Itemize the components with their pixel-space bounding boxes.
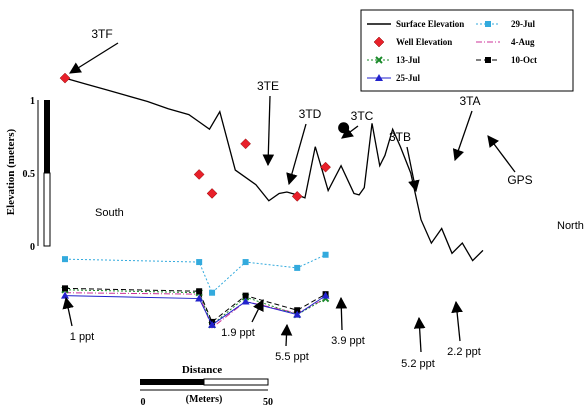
- legend-label-well: Well Elevation: [396, 37, 452, 47]
- salinity-label-3tf: 1 ppt: [70, 331, 94, 343]
- x-axis-label: Distance: [182, 364, 222, 376]
- well-marker-3tc: [240, 138, 251, 150]
- distance-tick-50: 50: [263, 397, 273, 408]
- elevation-tick-1: 1: [30, 96, 35, 107]
- salinity-arrow-3tb: [413, 316, 426, 353]
- distance-scale-bar: Distance 0 (Meters) 50: [140, 364, 273, 408]
- salinity-arrow-3te: [251, 298, 264, 323]
- north-label: North: [557, 220, 584, 232]
- salinity-label-3td: 5.5 ppt: [275, 351, 309, 363]
- well-markers: [59, 72, 350, 202]
- water-level-point-oct10: [242, 292, 249, 299]
- well-marker-3te: [193, 169, 205, 180]
- salinity-arrow-3td: [280, 323, 293, 347]
- elevation-tick-0: 0: [30, 242, 35, 253]
- water-level-line-aug4: [64, 292, 326, 329]
- water-level-point-jul29: [322, 251, 329, 258]
- well-arrow-3tc: [341, 125, 359, 139]
- legend-entry-jul25: 25-Jul: [367, 73, 421, 83]
- legend-label-jul29: 29-Jul: [511, 19, 536, 29]
- legend-swatch-marker-jul25: [375, 74, 383, 81]
- legend-label-oct10: 10-Oct: [511, 55, 537, 65]
- well-label-3te: 3TE: [257, 79, 279, 93]
- well-label-3tc: 3TC: [351, 109, 374, 123]
- legend-box: [360, 9, 574, 92]
- well-arrow-3te: [262, 95, 275, 167]
- water-level-point-jul29: [62, 256, 68, 263]
- water-level-line-oct10: [64, 287, 326, 323]
- legend-swatch-marker-oct10: [485, 57, 491, 63]
- water-level-point-jul29: [196, 259, 203, 266]
- well-label-3tb: 3TB: [389, 130, 411, 144]
- annotations: 3TF 1 ppt 3TE 1.9 ppt 3TD 5.5 ppt 3TC 3.9 ppt 3T…: [62, 27, 533, 370]
- water-level-point-jul25: [293, 310, 302, 318]
- legend: Surface Elevation 29-Jul Well Elevation 4-A…: [360, 9, 574, 92]
- elevation-scale-upper: [44, 100, 50, 173]
- legend-swatch-marker-well: [373, 36, 385, 48]
- well-marker-3tb: [291, 191, 303, 202]
- y-axis-label: Elevation (meters): [5, 128, 17, 215]
- well-arrow-3td: [286, 123, 307, 186]
- distance-tick-0: 0: [141, 397, 146, 408]
- distance-scale-light: [203, 378, 269, 386]
- elevation-tick-0-5: 0.5: [23, 169, 36, 180]
- well-arrow-3tf: [69, 42, 119, 74]
- well-label-3td: 3TD: [299, 107, 322, 121]
- well-arrow-3tb: [406, 146, 420, 193]
- salinity-label-3ta: 2.2 ppt: [447, 346, 481, 358]
- elevation-scale-lower: [43, 172, 51, 247]
- legend-swatch-marker-jul13: [375, 56, 383, 64]
- water-level-point-jul25: [208, 320, 217, 328]
- south-label: South: [95, 207, 124, 219]
- legend-entry-jul29: 29-Jul: [476, 19, 536, 29]
- gps-arrow: [487, 135, 516, 173]
- water-level-line-jul25: [64, 295, 326, 326]
- distance-unit-label: (Meters): [186, 394, 223, 405]
- salinity-arrow-3ta: [451, 300, 463, 342]
- legend-label-jul13: 13-Jul: [396, 55, 421, 65]
- legend-entry-well: Well Elevation: [373, 36, 452, 48]
- water-level-point-jul25: [321, 291, 330, 299]
- elevation-scale-bar: 1 0.5 0: [23, 96, 51, 253]
- water-level-point-jul29: [209, 289, 216, 296]
- gps-label: GPS: [507, 173, 532, 187]
- legend-entry-oct10: 10-Oct: [476, 55, 537, 65]
- legend-label-surface: Surface Elevation: [396, 19, 464, 29]
- legend-label-aug4: 4-Aug: [511, 37, 535, 47]
- well-marker-3td: [206, 188, 218, 199]
- salinity-arrow-3tf: [62, 296, 74, 327]
- salinity-arrow-3tc: [335, 296, 348, 331]
- well-marker-3ta: [320, 161, 331, 173]
- salinity-label-3tc: 3.9 ppt: [331, 335, 365, 347]
- well-label-3ta: 3TA: [459, 94, 480, 108]
- water-level-point-jul25: [195, 294, 204, 302]
- legend-label-jul25: 25-Jul: [396, 73, 421, 83]
- legend-entry-jul13: 13-Jul: [367, 55, 421, 65]
- well-marker-3tf: [59, 72, 71, 84]
- legend-entry-aug4: 4-Aug: [476, 37, 535, 47]
- salinity-label-3tb: 5.2 ppt: [401, 358, 435, 370]
- water-level-point-oct10: [196, 288, 203, 295]
- legend-swatch-marker-jul29: [485, 21, 491, 27]
- water-level-point-oct10: [62, 285, 68, 292]
- water-level-point-oct10: [294, 307, 301, 314]
- salinity-label-3te: 1.9 ppt: [221, 327, 255, 339]
- water-level-point-jul29: [242, 259, 249, 266]
- distance-scale-dark: [140, 379, 204, 385]
- surface-elevation-line: [64, 77, 484, 262]
- legend-entry-surface: Surface Elevation: [367, 19, 464, 29]
- water-level-point-jul25: [241, 297, 250, 305]
- water-level-point-jul29: [294, 264, 301, 271]
- well-arrow-3ta: [452, 110, 473, 162]
- surface-elevation-series: [64, 77, 484, 262]
- water-level-line-jul29: [64, 254, 326, 294]
- well-label-3tf: 3TF: [91, 27, 112, 41]
- water-level-series: [61, 251, 330, 329]
- gps-marker: [338, 122, 350, 134]
